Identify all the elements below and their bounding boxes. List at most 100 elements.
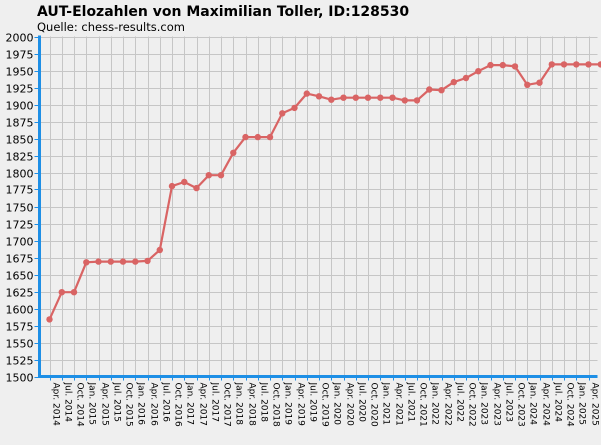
y-tick-label: 1725 — [6, 219, 34, 232]
data-point[interactable] — [156, 246, 163, 254]
chart-subtitle: Quelle: chess-results.com — [37, 20, 185, 34]
x-tick-label: Apr. 2018 — [247, 383, 257, 427]
data-point[interactable] — [328, 96, 335, 103]
x-tick-label: Jul. 2014 — [63, 382, 73, 423]
data-point[interactable] — [168, 182, 176, 190]
data-point[interactable] — [548, 61, 555, 68]
data-point[interactable] — [438, 87, 445, 94]
data-point[interactable] — [254, 133, 261, 141]
x-tick-label: Apr. 2021 — [394, 383, 404, 426]
data-point[interactable] — [573, 61, 580, 68]
data-point[interactable] — [315, 93, 323, 100]
data-point[interactable] — [389, 94, 396, 101]
data-point[interactable] — [291, 104, 298, 112]
data-point[interactable] — [536, 79, 543, 86]
data-point[interactable] — [144, 257, 151, 265]
data-point[interactable] — [352, 94, 359, 101]
x-tick-label: Jul. 2020 — [357, 382, 367, 423]
y-tick-label: 2000 — [6, 32, 34, 45]
chart-title: AUT-Elozahlen von Maximilian Toller, ID:… — [37, 4, 409, 20]
data-point[interactable] — [193, 184, 200, 192]
x-tick-label: Apr. 2025 — [590, 383, 600, 426]
data-point[interactable] — [266, 133, 274, 141]
y-tick-label: 1700 — [6, 236, 34, 249]
x-tick-label: Oct. 2018 — [271, 383, 281, 427]
x-tick-label: Jan. 2015 — [87, 382, 97, 426]
data-point[interactable] — [279, 110, 286, 117]
x-tick-label: Jul. 2015 — [112, 382, 122, 423]
data-point[interactable] — [413, 97, 421, 104]
data-point[interactable] — [499, 61, 506, 69]
x-tick-label: Apr. 2022 — [443, 383, 453, 426]
data-point[interactable] — [560, 61, 568, 68]
x-tick-label: Jul. 2022 — [455, 382, 465, 423]
x-tick-label: Oct. 2022 — [467, 383, 477, 427]
x-tick-label: Jan. 2020 — [332, 382, 342, 426]
y-tick-label: 1625 — [6, 287, 34, 300]
y-tick-label: 1500 — [6, 372, 34, 385]
x-tick-label: Oct. 2017 — [222, 383, 232, 427]
x-tick-label: Oct. 2015 — [124, 383, 134, 427]
grid — [39, 36, 598, 378]
x-tick-label: Jan. 2021 — [381, 382, 391, 426]
x-tick-label: Apr. 2017 — [198, 383, 208, 426]
x-tick-label: Jan. 2017 — [185, 382, 195, 426]
x-tick-label: Jul. 2016 — [161, 382, 171, 423]
y-tick-label: 1550 — [6, 338, 34, 351]
data-point[interactable] — [524, 81, 531, 89]
y-tick-label: 1525 — [6, 355, 34, 368]
x-tick-label: Oct. 2019 — [320, 383, 330, 427]
series-line — [48, 63, 601, 320]
data-point[interactable] — [585, 61, 592, 68]
x-tick-label: Apr. 2020 — [345, 383, 355, 427]
x-tick-label: Jan. 2016 — [136, 382, 146, 426]
x-tick-label: Oct. 2020 — [369, 383, 379, 427]
data-point[interactable] — [511, 63, 519, 70]
y-tick-label: 1575 — [6, 321, 34, 334]
y-tick-label: 1825 — [6, 151, 34, 164]
x-tick-label: Oct. 2014 — [75, 383, 85, 427]
data-point[interactable] — [487, 61, 494, 69]
data-point[interactable] — [95, 258, 102, 265]
data-point[interactable] — [83, 259, 90, 266]
x-tick-label: Jul. 2017 — [210, 382, 220, 423]
x-tick-label: Jul. 2018 — [259, 382, 269, 423]
y-tick-label: 1875 — [6, 117, 34, 130]
y-tick-label: 1850 — [6, 134, 34, 147]
data-point[interactable] — [597, 61, 601, 68]
x-tick-label: Jul. 2019 — [308, 382, 318, 423]
data-point[interactable] — [426, 86, 433, 93]
data-point[interactable] — [475, 68, 482, 75]
data-point[interactable] — [303, 90, 310, 97]
y-tick-label: 1750 — [6, 202, 34, 215]
data-point[interactable] — [450, 78, 457, 86]
data-point[interactable] — [340, 94, 347, 101]
data-point[interactable] — [58, 289, 65, 296]
data-point[interactable] — [181, 178, 188, 186]
y-tick-label: 1975 — [6, 49, 34, 62]
x-tick-label: Jan. 2022 — [430, 382, 440, 426]
data-point[interactable] — [119, 258, 127, 265]
x-tick-label: Jan. 2018 — [234, 382, 244, 426]
x-tick-label: Jan. 2025 — [577, 382, 587, 426]
y-tick-label: 1950 — [6, 66, 34, 79]
data-point[interactable] — [70, 289, 78, 296]
x-tick-label: Apr. 2014 — [51, 383, 61, 427]
y-axis-ticks: 1500 1525 1550 1575 1600 1625 1650 1675 1700 1725… — [6, 32, 34, 385]
data-point[interactable] — [132, 258, 139, 265]
x-tick-label: Apr. 2023 — [492, 383, 502, 426]
data-point[interactable] — [205, 172, 212, 179]
data-point[interactable] — [107, 258, 115, 265]
y-tick-label: 1800 — [6, 168, 34, 181]
data-point[interactable] — [230, 149, 237, 156]
data-point[interactable] — [462, 74, 470, 82]
x-tick-label: Jul. 2024 — [553, 382, 563, 423]
data-point[interactable] — [377, 94, 384, 101]
data-point[interactable] — [401, 97, 408, 104]
data-point[interactable] — [46, 316, 53, 323]
y-tick-label: 1900 — [6, 100, 34, 113]
data-point[interactable] — [217, 172, 225, 179]
data-point[interactable] — [242, 133, 249, 141]
x-tick-label: Jan. 2019 — [283, 382, 293, 426]
data-point[interactable] — [364, 94, 372, 101]
